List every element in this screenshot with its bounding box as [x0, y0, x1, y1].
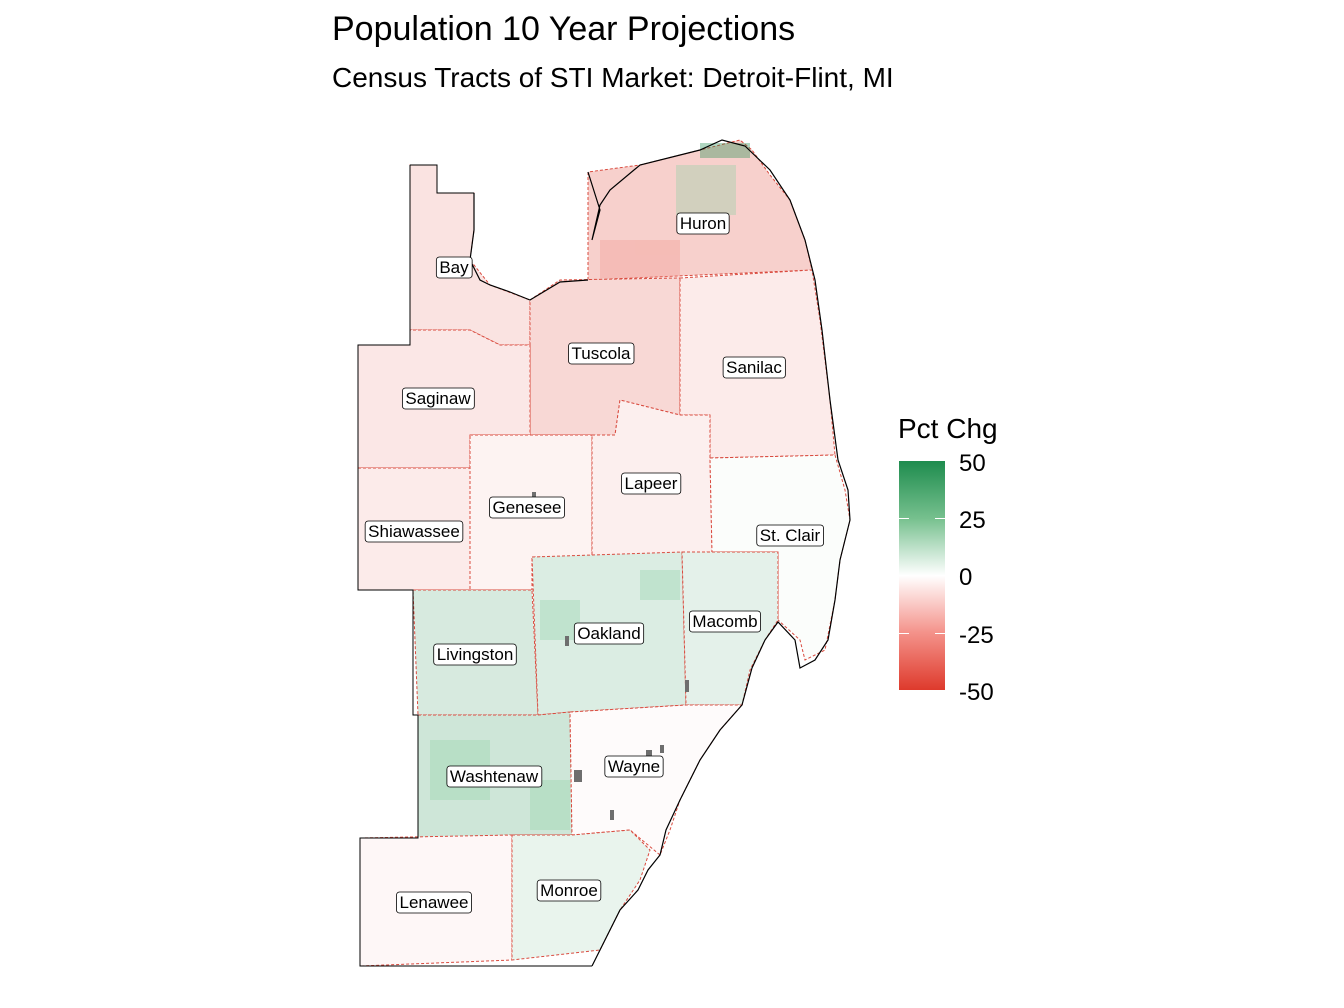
- county-label-sanilac: Sanilac: [722, 356, 786, 379]
- na-tracts: [532, 492, 689, 820]
- county-label-monroe: Monroe: [536, 879, 602, 902]
- legend-title: Pct Chg: [898, 413, 998, 444]
- svg-text:Monroe: Monroe: [540, 881, 598, 900]
- map-subtitle: Census Tracts of STI Market: Detroit-Fli…: [332, 62, 894, 93]
- county-label-box: [676, 212, 730, 235]
- legend-tick-label: -50: [959, 679, 994, 706]
- county-label-tuscola: Tuscola: [568, 342, 635, 365]
- county-label-box: [568, 342, 635, 365]
- county-label-box: [621, 472, 682, 495]
- svg-text:St. Clair: St. Clair: [760, 526, 821, 545]
- svg-text:Sanilac: Sanilac: [726, 358, 782, 377]
- county-label-box: [433, 643, 517, 666]
- county-label-box: [396, 891, 472, 914]
- svg-text:Saginaw: Saginaw: [405, 389, 471, 408]
- county-label-lenawee: Lenawee: [396, 891, 472, 914]
- county-label-lapeer: Lapeer: [621, 472, 682, 495]
- legend-tickmark: [935, 633, 945, 634]
- svg-text:Lapeer: Lapeer: [625, 474, 678, 493]
- county-label-oakland: Oakland: [573, 622, 645, 645]
- county-label-box: [604, 755, 664, 778]
- county-label-livingston: Livingston: [433, 643, 517, 666]
- legend-tickmark: [935, 518, 945, 519]
- county-label-box: [573, 622, 645, 645]
- svg-text:Wayne: Wayne: [608, 757, 660, 776]
- county-label-box: [756, 524, 824, 547]
- county-label-box: [364, 520, 464, 543]
- map-title: Population 10 Year Projections: [332, 10, 796, 48]
- county-label-macomb: Macomb: [689, 610, 761, 633]
- svg-text:Bay: Bay: [439, 258, 469, 277]
- svg-text:Washtenaw: Washtenaw: [450, 767, 539, 786]
- coastline: [587, 139, 851, 967]
- county-label-bay: Bay: [435, 256, 473, 279]
- svg-text:Huron: Huron: [680, 214, 726, 233]
- svg-text:Shiawassee: Shiawassee: [368, 522, 460, 541]
- svg-text:Oakland: Oakland: [577, 624, 640, 643]
- county-label-box: [446, 765, 543, 788]
- svg-text:Lenawee: Lenawee: [399, 893, 468, 912]
- legend-tick-label: -25: [959, 622, 994, 649]
- county-label-shiawassee: Shiawassee: [364, 520, 464, 543]
- county-label-wayne: Wayne: [604, 755, 664, 778]
- county-label-saginaw: Saginaw: [401, 387, 475, 410]
- legend-tickmark: [935, 575, 945, 576]
- county-label-box: [489, 496, 565, 519]
- legend-tick-label: 25: [959, 507, 986, 534]
- county-label-huron: Huron: [676, 212, 730, 235]
- svg-text:Genesee: Genesee: [493, 498, 562, 517]
- county-label-box: [401, 387, 475, 410]
- svg-text:Tuscola: Tuscola: [572, 344, 631, 363]
- legend-tickmark: [899, 633, 909, 634]
- svg-text:Macomb: Macomb: [692, 612, 757, 631]
- county-label-box: [689, 610, 761, 633]
- svg-text:Livingston: Livingston: [437, 645, 514, 664]
- legend-tick-label: 0: [959, 564, 973, 591]
- county-huron: [587, 139, 813, 281]
- outer-boundary: [357, 164, 592, 967]
- legend-tick-label: 50: [959, 450, 986, 477]
- legend-tickmark: [899, 518, 909, 519]
- county-label-box: [536, 879, 602, 902]
- legend-tickmark: [899, 575, 909, 576]
- saginaw-bay-coast: [469, 193, 589, 301]
- county-label-washtenaw: Washtenaw: [446, 765, 543, 788]
- county-label-genesee: Genesee: [489, 496, 565, 519]
- county-label-box: [435, 256, 473, 279]
- county-label-st-clair: St. Clair: [756, 524, 824, 547]
- county-label-box: [722, 356, 786, 379]
